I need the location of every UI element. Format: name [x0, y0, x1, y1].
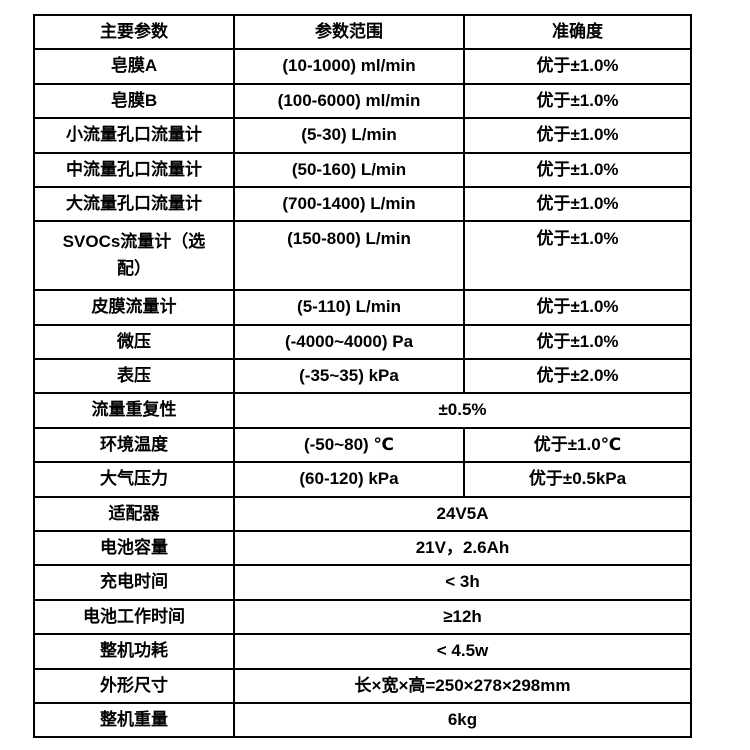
table-row: 电池工作时间 ≥12h — [33, 598, 692, 636]
header-param: 主要参数 — [33, 13, 235, 51]
param-cell: SVOCs流量计（选 配） — [33, 220, 235, 292]
table-row: 整机重量 6kg — [33, 701, 692, 739]
param-cell: 电池容量 — [33, 529, 235, 567]
range-cell: (100-6000) ml/min — [233, 82, 465, 120]
param-cell: 环境温度 — [33, 426, 235, 464]
accuracy-cell: 优于±1.0% — [463, 151, 692, 188]
range-cell: (5-30) L/min — [233, 117, 465, 154]
accuracy-cell: 优于±1.0% — [463, 323, 692, 361]
param-cell: 小流量孔口流量计 — [33, 117, 235, 154]
param-cell: 皮膜流量计 — [33, 289, 235, 326]
accuracy-cell: 优于±1.0% — [463, 289, 692, 326]
param-cell: 外形尺寸 — [33, 667, 235, 704]
accuracy-cell: 优于±1.0% — [463, 82, 692, 120]
table-row: 适配器 24V5A — [33, 495, 692, 532]
range-cell: (-35~35) kPa — [233, 358, 465, 395]
param-cell: 适配器 — [33, 495, 235, 532]
merged-value-cell: < 3h — [233, 564, 692, 601]
accuracy-cell: 优于±1.0% — [463, 185, 692, 223]
table-row: 环境温度 (-50~80) ℃ 优于±1.0℃ — [33, 426, 692, 464]
range-cell: (150-800) L/min — [233, 220, 465, 292]
param-cell: 皂膜B — [33, 82, 235, 120]
param-cell: 微压 — [33, 323, 235, 361]
param-cell: 整机功耗 — [33, 633, 235, 670]
merged-value-cell: 6kg — [233, 701, 692, 739]
range-cell: (60-120) kPa — [233, 461, 465, 498]
merged-value-cell: < 4.5w — [233, 633, 692, 670]
merged-value-cell: 24V5A — [233, 495, 692, 532]
accuracy-cell: 优于±2.0% — [463, 358, 692, 395]
table-row: 微压 (-4000~4000) Pa 优于±1.0% — [33, 323, 692, 361]
table-row: 皂膜B (100-6000) ml/min 优于±1.0% — [33, 82, 692, 120]
accuracy-cell: 优于±1.0% — [463, 220, 692, 292]
range-cell: (5-110) L/min — [233, 289, 465, 326]
table-row: 大气压力 (60-120) kPa 优于±0.5kPa — [33, 461, 692, 498]
spec-table: 主要参数 参数范围 准确度 皂膜A (10-1000) ml/min 优于±1.… — [33, 13, 692, 739]
table-row: 整机功耗 < 4.5w — [33, 633, 692, 670]
spec-table-container: 主要参数 参数范围 准确度 皂膜A (10-1000) ml/min 优于±1.… — [33, 13, 692, 739]
table-row: 中流量孔口流量计 (50-160) L/min 优于±1.0% — [33, 151, 692, 188]
table-row: 充电时间 < 3h — [33, 564, 692, 601]
range-cell: (10-1000) ml/min — [233, 48, 465, 85]
table-row: 流量重复性 ±0.5% — [33, 392, 692, 429]
merged-value-cell: ±0.5% — [233, 392, 692, 429]
table-row: 外形尺寸 长×宽×高=250×278×298mm — [33, 667, 692, 704]
range-cell: (50-160) L/min — [233, 151, 465, 188]
header-range: 参数范围 — [233, 13, 465, 51]
param-cell: 充电时间 — [33, 564, 235, 601]
table-row: SVOCs流量计（选 配） (150-800) L/min 优于±1.0% — [33, 220, 692, 292]
table-row: 大流量孔口流量计 (700-1400) L/min 优于±1.0% — [33, 185, 692, 223]
table-row: 表压 (-35~35) kPa 优于±2.0% — [33, 358, 692, 395]
table-row: 皂膜A (10-1000) ml/min 优于±1.0% — [33, 48, 692, 85]
param-cell: 大流量孔口流量计 — [33, 185, 235, 223]
table-row: 小流量孔口流量计 (5-30) L/min 优于±1.0% — [33, 117, 692, 154]
param-cell: 流量重复性 — [33, 392, 235, 429]
merged-value-cell: ≥12h — [233, 598, 692, 636]
merged-value-cell: 长×宽×高=250×278×298mm — [233, 667, 692, 704]
param-cell: 大气压力 — [33, 461, 235, 498]
accuracy-cell: 优于±1.0% — [463, 48, 692, 85]
header-accuracy: 准确度 — [463, 13, 692, 51]
accuracy-cell: 优于±1.0℃ — [463, 426, 692, 464]
table-row: 电池容量 21V，2.6Ah — [33, 529, 692, 567]
table-header-row: 主要参数 参数范围 准确度 — [33, 13, 692, 51]
accuracy-cell: 优于±1.0% — [463, 117, 692, 154]
merged-value-cell: 21V，2.6Ah — [233, 529, 692, 567]
param-cell: 中流量孔口流量计 — [33, 151, 235, 188]
param-cell: 电池工作时间 — [33, 598, 235, 636]
param-cell: 整机重量 — [33, 701, 235, 739]
param-cell: 表压 — [33, 358, 235, 395]
range-cell: (-50~80) ℃ — [233, 426, 465, 464]
param-cell: 皂膜A — [33, 48, 235, 85]
table-row: 皮膜流量计 (5-110) L/min 优于±1.0% — [33, 289, 692, 326]
range-cell: (700-1400) L/min — [233, 185, 465, 223]
accuracy-cell: 优于±0.5kPa — [463, 461, 692, 498]
range-cell: (-4000~4000) Pa — [233, 323, 465, 361]
